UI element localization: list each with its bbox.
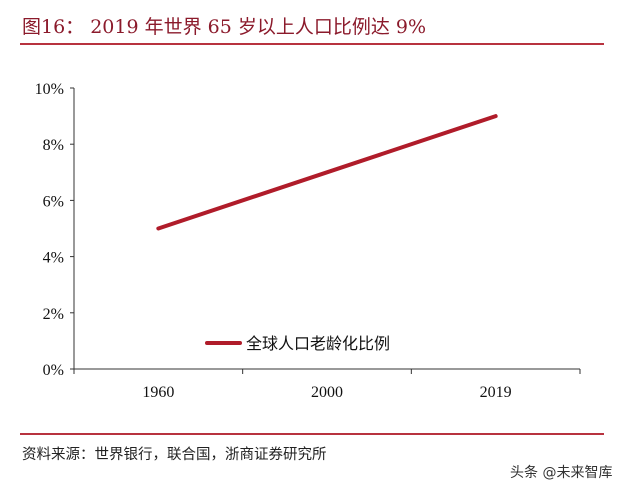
- y-tick-label: 2%: [43, 306, 64, 323]
- y-tick-label: 6%: [43, 193, 64, 210]
- y-tick-label: 4%: [43, 250, 64, 267]
- title-divider: [20, 43, 604, 45]
- source-divider: [20, 433, 604, 435]
- x-tick-label: 1960: [142, 384, 174, 401]
- source-note: 资料来源：世界银行，联合国，浙商证券研究所: [22, 447, 327, 463]
- y-tick-label: 10%: [35, 81, 64, 98]
- chart-title: 图16： 2019 年世界 65 岁以上人口比例达 9%: [22, 16, 427, 38]
- series-line: [156, 114, 498, 231]
- y-tick-label: 0%: [43, 362, 64, 379]
- legend-label: 全球人口老龄化比例: [246, 335, 390, 353]
- x-tick-label: 2000: [311, 384, 343, 401]
- y-tick-label: 8%: [43, 137, 64, 154]
- x-tick-label: 2019: [480, 384, 512, 401]
- watermark: 头条 @未来智库: [510, 465, 613, 481]
